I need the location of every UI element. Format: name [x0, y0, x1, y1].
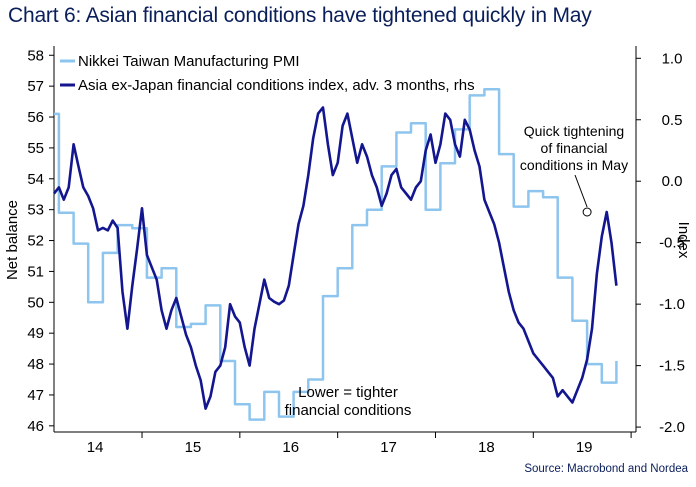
x-tick-label: 18	[478, 439, 495, 456]
right-tick-label: -1.0	[659, 296, 685, 313]
left-tick-label: 53	[27, 202, 44, 219]
left-tick-label: 57	[27, 78, 44, 95]
right-tick-label: 0.5	[662, 112, 683, 129]
left-tick-label: 50	[27, 294, 44, 311]
annotation-quick-arrow	[574, 174, 588, 208]
right-axis-ticks: -2.0 -1.5 -1.0 -0.5 0.0 0.5 1.0	[636, 50, 685, 436]
annotation-quick-line-2: of financial	[541, 140, 608, 156]
right-tick-label: -0.5	[659, 235, 685, 252]
left-tick-label: 47	[27, 387, 44, 404]
annotation-quick-tightening: Quick tightening of financial conditions…	[520, 123, 628, 217]
right-tick-label: -1.5	[659, 358, 685, 375]
x-axis-ticks: 14 15 16 17 18 19	[87, 432, 632, 456]
x-tick-label: 15	[185, 439, 202, 456]
x-tick-label: 14	[87, 439, 104, 456]
chart-source: Source: Macrobond and Nordea	[524, 463, 688, 475]
x-tick-label: 17	[380, 439, 397, 456]
annotation-lower-line-2: financial conditions	[285, 402, 412, 419]
series-line-pmi	[54, 87, 618, 421]
right-axis-label: Index	[675, 222, 692, 259]
left-tick-label: 54	[27, 171, 44, 188]
left-tick-label: 58	[27, 47, 44, 64]
annotation-lower-line-1: Lower = tighter	[298, 384, 398, 401]
left-tick-label: 55	[27, 140, 44, 157]
left-tick-label: 52	[27, 233, 44, 250]
right-tick-label: 1.0	[662, 50, 683, 67]
annotation-quick-line-3: conditions in May	[520, 157, 628, 173]
right-tick-label: -2.0	[659, 419, 685, 436]
series-layer	[52, 87, 618, 421]
left-tick-label: 51	[27, 263, 44, 280]
legend-label-pmi: Nikkei Taiwan Manufacturing PMI	[78, 53, 299, 70]
series-line-fci	[52, 106, 618, 410]
chart-title: Chart 6: Asian financial conditions have…	[8, 4, 592, 27]
left-tick-label: 46	[27, 418, 44, 435]
legend: Nikkei Taiwan Manufacturing PMI Asia ex-…	[60, 53, 475, 94]
left-axis-label: Net balance	[4, 200, 21, 280]
annotation-quick-line-1: Quick tightening	[524, 123, 624, 139]
x-tick-label: 19	[576, 439, 593, 456]
left-tick-label: 48	[27, 356, 44, 373]
left-axis-ticks: 46 47 48 49 50 51 52 53 54 55 56 57 58	[27, 47, 54, 435]
x-tick-label: 16	[282, 439, 299, 456]
annotation-quick-marker	[582, 207, 592, 217]
left-tick-label: 56	[27, 109, 44, 126]
right-tick-label: 0.0	[662, 173, 683, 190]
left-tick-label: 49	[27, 325, 44, 342]
plot-frame	[53, 46, 637, 433]
annotation-lower-tighter: Lower = tighter financial conditions	[285, 384, 412, 419]
legend-label-fci: Asia ex-Japan financial conditions index…	[78, 77, 475, 94]
